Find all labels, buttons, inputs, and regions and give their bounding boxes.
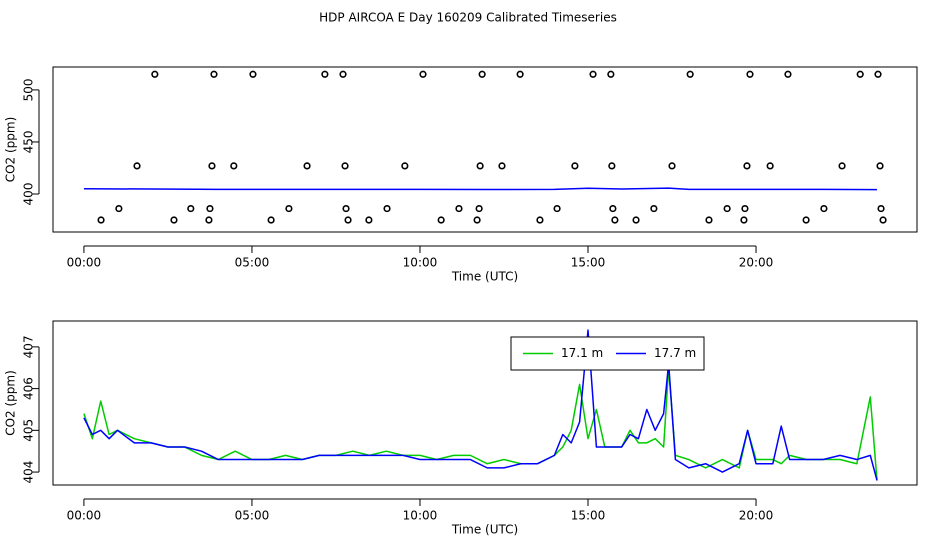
data-line — [83, 187, 878, 191]
data-point — [475, 204, 483, 213]
y-tick-label: 450 — [22, 130, 36, 153]
x-tick-label: 10:00 — [403, 256, 438, 270]
data-point — [151, 70, 159, 78]
y-tick-label: 500 — [22, 78, 36, 101]
x-axis-label: Time (UTC) — [451, 523, 518, 537]
data-point — [589, 70, 597, 78]
data-point — [419, 70, 427, 78]
data-point — [611, 216, 619, 224]
data-point — [206, 204, 214, 213]
data-point — [743, 162, 751, 170]
data-point — [230, 162, 238, 170]
data-point — [766, 162, 774, 170]
data-point — [668, 162, 676, 170]
data-point — [741, 204, 749, 213]
data-point — [571, 162, 579, 170]
x-tick-label: 00:00 — [67, 256, 102, 270]
data-point — [473, 216, 481, 224]
legend-label: 17.1 m — [561, 346, 603, 360]
data-point — [784, 70, 792, 78]
data-point — [876, 162, 884, 170]
data-point — [478, 70, 486, 78]
y-tick-label: 406 — [22, 377, 36, 400]
x-tick-label: 05:00 — [235, 509, 270, 523]
data-point — [879, 216, 887, 224]
data-point — [365, 216, 373, 224]
data-point — [401, 162, 409, 170]
data-point — [609, 204, 617, 213]
y-axis-label: CO2 (ppm) — [4, 117, 18, 183]
data-point — [170, 216, 178, 224]
data-point — [536, 216, 544, 224]
y-tick-label: 405 — [22, 419, 36, 442]
x-axis-label: Time (UTC) — [451, 270, 518, 284]
data-point — [97, 216, 105, 224]
data-point — [249, 70, 257, 78]
data-point — [208, 162, 216, 170]
data-point — [746, 70, 754, 78]
data-point — [498, 162, 506, 170]
data-point — [341, 162, 349, 170]
data-point — [437, 216, 445, 224]
data-point — [210, 70, 218, 78]
data-point — [820, 204, 828, 213]
data-point — [285, 204, 293, 213]
data-point — [344, 216, 352, 224]
data-point — [740, 216, 748, 224]
data-point — [874, 70, 882, 78]
data-point — [607, 70, 615, 78]
plot-frame — [52, 320, 918, 486]
x-tick-label: 05:00 — [235, 256, 270, 270]
plot-frame — [52, 66, 918, 233]
y-tick-label: 400 — [22, 183, 36, 206]
data-point — [342, 204, 350, 213]
data-point — [476, 162, 484, 170]
data-point — [838, 162, 846, 170]
data-point — [187, 204, 195, 213]
x-tick-label: 20:00 — [739, 509, 774, 523]
legend-label: 17.7 m — [654, 346, 696, 360]
x-tick-label: 00:00 — [67, 509, 102, 523]
data-point — [115, 204, 123, 213]
y-axis-label: CO2 (ppm) — [4, 370, 18, 436]
data-point — [267, 216, 275, 224]
y-tick-label: 404 — [22, 461, 36, 484]
x-tick-label: 20:00 — [739, 256, 774, 270]
data-point — [205, 216, 213, 224]
data-point — [455, 204, 463, 213]
figure-title: HDP AIRCOA E Day 160209 Calibrated Times… — [319, 11, 617, 25]
x-tick-label: 15:00 — [571, 256, 606, 270]
data-point — [856, 70, 864, 78]
data-point — [877, 204, 885, 213]
data-point — [339, 70, 347, 78]
y-tick-label: 407 — [22, 335, 36, 358]
data-point — [686, 70, 694, 78]
data-point — [516, 70, 524, 78]
data-point — [321, 70, 329, 78]
data-point — [608, 162, 616, 170]
data-point — [383, 204, 391, 213]
data-point — [802, 216, 810, 224]
data-point — [632, 216, 640, 224]
data-point — [723, 204, 731, 213]
data-point — [553, 204, 561, 213]
data-line — [83, 329, 878, 481]
data-point — [303, 162, 311, 170]
data-point — [133, 162, 141, 170]
data-point — [650, 204, 658, 213]
data-point — [705, 216, 713, 224]
x-tick-label: 15:00 — [571, 509, 606, 523]
x-tick-label: 10:00 — [403, 509, 438, 523]
